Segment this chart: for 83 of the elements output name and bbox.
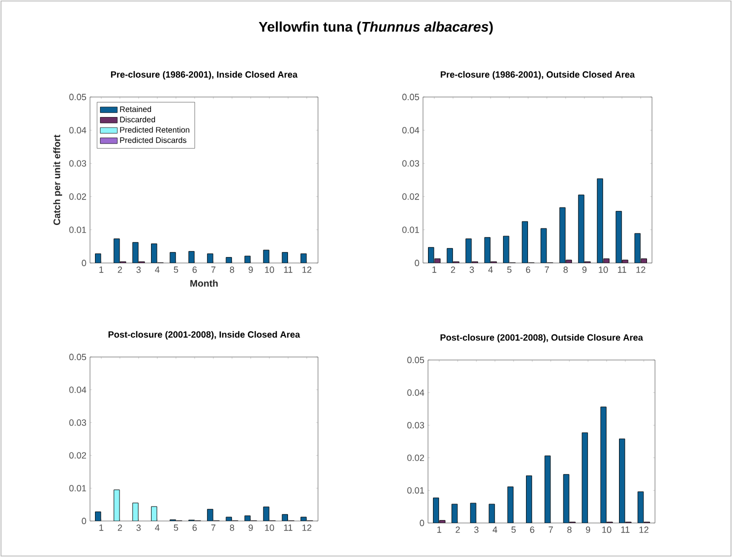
x-tick-label: 10 (265, 266, 274, 273)
x-tick-label: 3 (136, 266, 141, 273)
x-tick-label: 2 (118, 266, 122, 273)
x-tick-label: 6 (192, 524, 197, 531)
x-tick-label: 9 (582, 266, 586, 273)
x-tick-label: 3 (474, 526, 478, 533)
x-tick-label: 4 (154, 266, 160, 273)
x-tick-label: 12 (302, 266, 312, 273)
y-tick-label: 0.03 (69, 160, 86, 167)
x-axis-title: Month (190, 280, 218, 287)
legend-label: Discarded (120, 116, 156, 122)
x-tick-label: 9 (248, 524, 253, 531)
y-tick-label: 0.03 (407, 422, 424, 428)
y-tick-label: 0.04 (402, 127, 420, 134)
y-tick-label: 0.01 (69, 226, 86, 233)
x-tick-label: 9 (248, 266, 253, 273)
x-tick-label: 8 (230, 524, 234, 531)
x-tick-label: 4 (488, 266, 493, 273)
x-tick-label: 1 (99, 524, 104, 531)
y-tick-label: 0.04 (407, 389, 424, 396)
x-tick-label: 4 (154, 524, 160, 531)
x-tick-label: 11 (618, 266, 626, 273)
x-tick-label: 1 (99, 266, 104, 273)
y-tick-label: 0.03 (402, 160, 420, 167)
x-tick-label: 4 (492, 526, 498, 533)
y-tick-label: 0.05 (402, 94, 420, 100)
y-tick-label: 0.01 (402, 226, 420, 233)
chart-title: Post-closure (2001-2008), Inside Closed Area (108, 331, 300, 340)
y-tick-label: 0 (420, 520, 424, 526)
x-tick-label: 6 (526, 266, 530, 273)
x-tick-label: 7 (211, 524, 216, 531)
x-tick-label: 10 (598, 266, 608, 273)
y-tick-label: 0 (82, 518, 86, 524)
x-tick-label: 8 (564, 266, 568, 273)
y-tick-label: 0.05 (69, 94, 86, 100)
chart-title: Pre-closure (1986-2001), Inside Closed Area (111, 71, 298, 80)
y-tick-label: 0.03 (69, 419, 86, 426)
legend-label: Predicted Discards (120, 137, 186, 143)
x-tick-label: 2 (450, 266, 456, 273)
chart-title: Post-closure (2001-2008), Outside Closure Area (440, 334, 644, 342)
x-tick-label: 10 (602, 526, 612, 533)
x-tick-label: 5 (174, 524, 178, 531)
y-tick-label: 0.02 (402, 193, 420, 200)
x-tick-label: 7 (548, 526, 553, 533)
x-tick-label: 11 (284, 266, 292, 273)
x-tick-label: 1 (437, 526, 442, 533)
chart-title: Pre-closure (1986-2001), Outside Closed Area (440, 71, 635, 80)
y-tick-label: 0.05 (69, 354, 86, 360)
x-tick-label: 7 (544, 266, 549, 273)
x-tick-label: 2 (456, 526, 460, 533)
y-tick-label: 0 (82, 260, 86, 266)
x-tick-label: 2 (118, 524, 122, 531)
x-tick-label: 6 (530, 526, 534, 533)
y-tick-label: 0.02 (69, 193, 86, 200)
x-tick-label: 5 (507, 266, 512, 273)
x-tick-label: 9 (586, 526, 590, 533)
x-tick-label: 5 (511, 526, 516, 533)
text: Yellowfin tuna (Thunnus albacares) (258, 21, 493, 35)
y-axis-title: Catch per unit effort (53, 134, 62, 225)
x-tick-label: 7 (211, 266, 216, 273)
x-tick-label: 12 (640, 526, 648, 533)
y-tick-label: 0.04 (69, 386, 86, 393)
x-tick-label: 10 (265, 524, 274, 531)
x-tick-label: 8 (230, 266, 234, 273)
y-tick-label: 0.02 (407, 454, 424, 461)
y-tick-label: 0.05 (407, 356, 424, 364)
x-tick-label: 1 (432, 266, 436, 273)
x-tick-label: 8 (567, 526, 572, 533)
y-tick-label: 0.01 (407, 487, 424, 494)
y-tick-label: 0.01 (69, 484, 86, 492)
x-tick-label: 6 (192, 266, 197, 273)
legend-label: Retained (120, 106, 152, 112)
y-tick-label: 0.02 (69, 452, 86, 459)
y-tick-label: 0.04 (69, 127, 86, 134)
x-tick-label: 11 (621, 526, 630, 533)
y-tick-label: 0 (414, 260, 420, 266)
x-tick-label: 3 (470, 266, 474, 273)
x-tick-label: 11 (284, 524, 292, 531)
x-tick-label: 5 (174, 266, 178, 273)
x-tick-label: 3 (136, 524, 141, 531)
legend-label: Predicted Retention (120, 126, 190, 133)
x-tick-label: 12 (636, 266, 646, 273)
x-tick-label: 12 (302, 524, 312, 531)
